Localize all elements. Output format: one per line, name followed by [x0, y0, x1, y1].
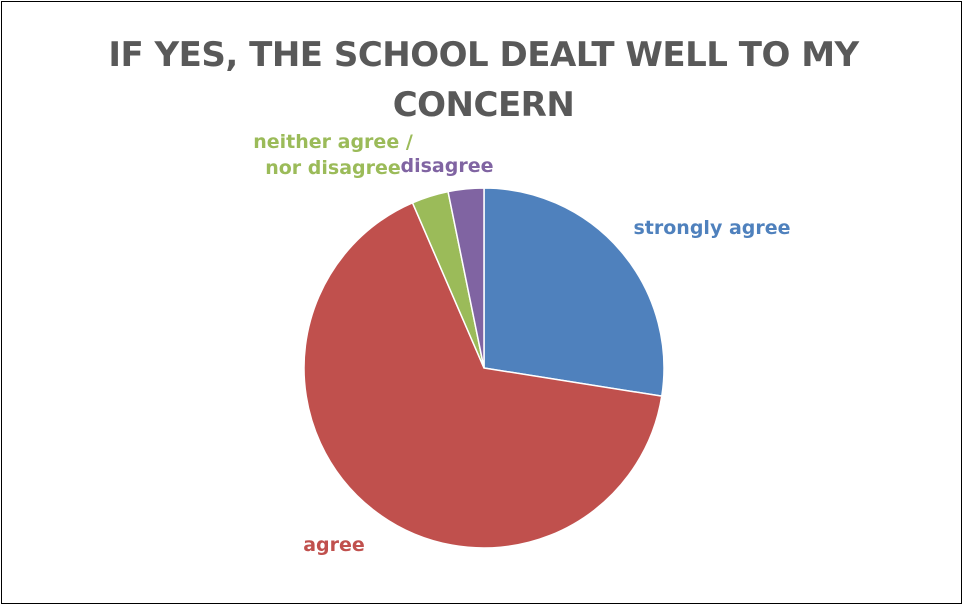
slice-agree	[303, 201, 663, 549]
label-neither-line-2: nor disagree	[265, 157, 401, 179]
chart-title-line-2: CONCERN	[392, 85, 575, 125]
label-disagree: disagree	[401, 155, 494, 177]
label-neither-line-1: neither agree /	[253, 131, 413, 153]
chart-title: IF YES, THE SCHOOL DEALT WELL TO MY CONC…	[0, 30, 965, 130]
label-strongly-agree: strongly agree	[633, 217, 790, 239]
label-agree: agree	[303, 534, 365, 556]
slice-disagree	[447, 187, 485, 369]
chart-title-line-1: IF YES, THE SCHOOL DEALT WELL TO MY	[108, 35, 859, 75]
label-neither: neither agree / nor disagree	[253, 131, 413, 179]
slice-strongly-agree	[483, 187, 665, 398]
